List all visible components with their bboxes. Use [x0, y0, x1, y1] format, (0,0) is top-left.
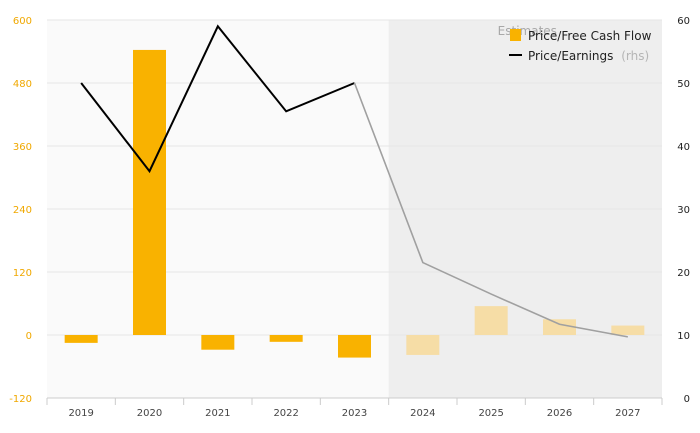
x-tick-label: 2025 — [478, 408, 503, 419]
bar — [474, 306, 508, 335]
left-tick-label: 240 — [13, 205, 32, 216]
x-tick-label: 2021 — [205, 408, 230, 419]
x-tick-label: 2026 — [547, 408, 572, 419]
bar — [269, 335, 303, 342]
legend: Price/Free Cash Flow Price/Earnings (rhs… — [509, 29, 652, 63]
left-axis: -120 0 120 240 360 480 600 — [9, 16, 32, 405]
bars — [64, 49, 645, 358]
right-tick-label: 60 — [677, 16, 690, 27]
left-tick-label: 480 — [13, 79, 32, 90]
left-tick-label: -120 — [9, 394, 32, 405]
right-tick-label: 40 — [677, 142, 690, 153]
bar — [338, 335, 371, 358]
x-tick-label: 2022 — [273, 408, 298, 419]
left-tick-label: 120 — [13, 268, 32, 279]
bar — [406, 335, 440, 355]
pe-line — [80, 24, 628, 338]
left-tick-label: 600 — [13, 16, 32, 27]
right-tick-label: 20 — [677, 268, 690, 279]
legend-label-pe: Price/Earnings (rhs) — [528, 49, 649, 63]
left-tick-label: 360 — [13, 142, 32, 153]
right-tick-label: 30 — [677, 205, 690, 216]
legend-label-pfcf: Price/Free Cash Flow — [528, 29, 652, 43]
x-tick-label: 2023 — [342, 408, 367, 419]
bar — [133, 49, 166, 336]
x-tick-label: 2024 — [410, 408, 435, 419]
x-tick-label: 2019 — [68, 408, 93, 419]
right-tick-label: 10 — [677, 331, 690, 342]
right-axis: 0 10 20 30 40 50 60 — [677, 16, 690, 405]
bar — [611, 325, 645, 335]
x-tick-label: 2027 — [615, 408, 640, 419]
bar — [64, 335, 98, 343]
legend-swatch-pfcf — [510, 29, 521, 41]
left-tick-label: 0 — [26, 331, 32, 342]
x-axis: 2019 2020 2021 2022 2023 2024 2025 2026 2027 — [46, 397, 663, 419]
bar — [543, 319, 576, 335]
pe-line-actual — [80, 24, 355, 174]
pe-line-estimate — [353, 82, 628, 338]
x-tick-label: 2020 — [137, 408, 162, 419]
bar — [201, 335, 235, 350]
legend-label-pe-suffix: (rhs) — [621, 49, 649, 63]
right-tick-label: 50 — [677, 79, 690, 90]
right-tick-label: 0 — [684, 394, 690, 405]
legend-label-pe-name: Price/Earnings — [528, 49, 613, 63]
